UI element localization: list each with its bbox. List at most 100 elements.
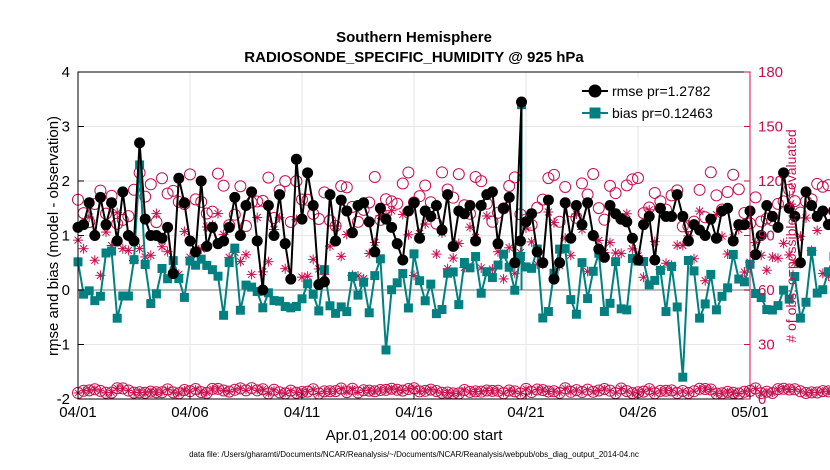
rmse-marker (626, 232, 638, 244)
obs-possible-low-marker (822, 385, 830, 398)
obs-possible-marker (413, 190, 426, 203)
obs-possible-marker (531, 201, 544, 214)
rmse-marker (654, 202, 666, 214)
rmse-marker (330, 235, 342, 247)
y-tick-label: -2 (57, 391, 70, 408)
rmse-marker (173, 172, 185, 184)
bias-marker (79, 289, 89, 299)
bias-marker (230, 243, 240, 253)
obs-possible-marker (828, 206, 830, 216)
rmse-marker (531, 246, 543, 258)
bias-marker (431, 309, 441, 319)
legend-bias-marker (589, 107, 601, 119)
rmse-marker (223, 221, 235, 233)
obs-evaluated-low-marker (158, 388, 166, 397)
bias-marker (616, 304, 626, 314)
rmse-marker (621, 216, 633, 228)
bias-marker (521, 262, 531, 272)
bias-marker (823, 267, 830, 277)
legend-bias-label: bias pr=0.12463 (612, 105, 713, 121)
obs-evaluated-marker (616, 248, 627, 259)
obs-possible-low-marker (828, 386, 830, 396)
obs-evaluated-marker (89, 255, 100, 266)
rmse-marker (246, 186, 258, 198)
rmse-marker (587, 230, 599, 241)
bias-marker (493, 260, 503, 270)
obs-possible-marker (391, 197, 404, 210)
rmse-marker (178, 197, 190, 209)
obs-evaluated-marker (694, 206, 705, 217)
bias-marker (118, 291, 128, 301)
x-tick-label: 04/26 (619, 404, 657, 421)
obs-evaluated-low-marker (522, 384, 530, 393)
y-tick-label: -1 (57, 337, 70, 354)
obs-possible-marker (648, 186, 661, 199)
rmse-marker (509, 257, 521, 269)
rmse-marker (548, 273, 560, 285)
rmse-marker (470, 235, 482, 247)
bias-marker (163, 274, 173, 284)
rmse-marker (341, 205, 353, 217)
bias-marker (353, 290, 363, 300)
legend-rmse-label: rmse pr=1.2782 (612, 83, 711, 99)
y-tick-label: 2 (62, 173, 70, 190)
rmse-marker (492, 238, 504, 250)
x-tick-label: 05/01 (731, 404, 769, 421)
obs-possible-marker (772, 197, 784, 210)
obs-evaluated-marker (151, 208, 162, 219)
bias-marker (459, 257, 469, 267)
rmse-marker (324, 189, 336, 201)
rmse-marker (408, 197, 420, 209)
bias-marker (241, 280, 251, 290)
bias-marker (101, 248, 111, 258)
obs-evaluated-marker (498, 273, 509, 284)
obs-possible-marker (335, 180, 348, 193)
obs-possible-marker (195, 195, 208, 208)
obs-possible-marker (783, 183, 796, 196)
rmse-marker (268, 230, 280, 241)
rmse-marker (822, 219, 830, 231)
rmse-marker (89, 230, 101, 241)
bias-marker (224, 258, 234, 268)
right-y-tick-label: 180 (758, 64, 783, 81)
obs-possible-marker (822, 179, 830, 192)
bias-marker (650, 275, 660, 285)
rmse-marker (257, 284, 269, 296)
rmse-marker (162, 221, 174, 233)
rmse-marker (240, 200, 252, 212)
rmse-marker (279, 238, 291, 250)
data-file-footnote: data file: /Users/gharamti/Documents/NCA… (189, 450, 639, 459)
rmse-marker (632, 254, 644, 266)
rmse-marker (682, 235, 694, 247)
bias-marker (577, 258, 587, 268)
rmse-marker (582, 197, 594, 209)
obs-possible-marker (559, 180, 572, 193)
rmse-marker (794, 257, 806, 269)
right-y-tick-label: 0 (758, 391, 766, 408)
right-y-tick-label: 150 (758, 119, 783, 136)
rmse-marker (430, 200, 442, 212)
bias-marker (779, 285, 789, 295)
rmse-marker (565, 232, 577, 244)
bias-marker (342, 307, 352, 317)
bias-marker (297, 294, 307, 304)
axis-ticks: 04/01 04/06 04/11 04/16 04/21 04/26 05/01 -2 -1 0… (57, 64, 783, 421)
bias-marker (403, 303, 413, 313)
obs-possible-marker (609, 187, 622, 200)
obs-possible-marker (262, 171, 275, 184)
rmse-marker (156, 232, 168, 244)
rmse-marker (414, 232, 426, 244)
rmse-marker (106, 197, 118, 209)
obs-evaluated-marker (78, 243, 89, 254)
bias-marker (325, 301, 335, 311)
obs-possible-marker (184, 168, 196, 181)
bias-marker (84, 286, 94, 296)
bias-marker (247, 282, 257, 292)
rmse-marker (464, 200, 476, 212)
obs-possible-marker (693, 183, 706, 196)
bias-marker (185, 256, 195, 266)
bias-marker (767, 305, 777, 315)
rmse-marker (285, 273, 297, 285)
rmse-marker (262, 200, 274, 212)
bias-marker (280, 302, 290, 312)
